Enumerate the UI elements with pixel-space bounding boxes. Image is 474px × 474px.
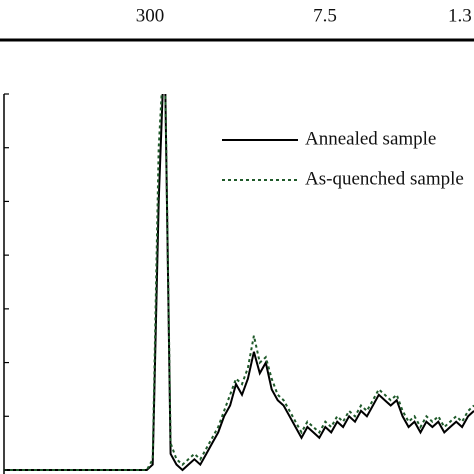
header-cell: 7.5 [313, 5, 337, 26]
legend-label: As-quenched sample [305, 168, 464, 189]
plot-area [4, 94, 474, 472]
header-cell: 300 [136, 5, 165, 26]
data-line [4, 94, 474, 472]
legend-label: Annealed sample [305, 128, 436, 149]
header-cell: 1.3 [448, 5, 472, 26]
data-line [4, 94, 474, 471]
